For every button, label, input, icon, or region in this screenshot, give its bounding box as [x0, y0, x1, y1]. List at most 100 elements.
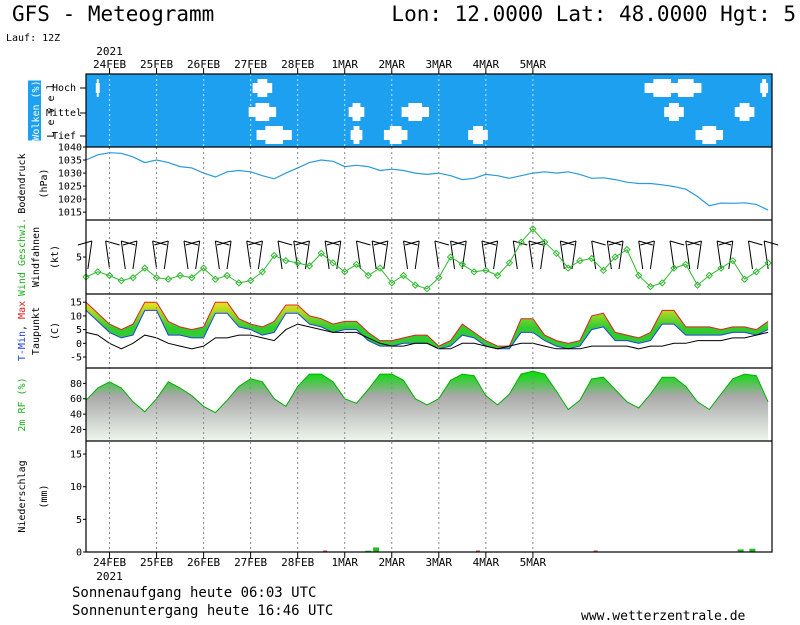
wind-barb-staff	[450, 240, 456, 270]
pressure-axis-label: Bodendruck	[17, 153, 28, 213]
sunrise-text: Sonnenaufgang heute 06:03 UTC	[72, 585, 317, 601]
wind-speed-point	[599, 266, 608, 275]
day-label-top: 1MAR	[331, 58, 358, 71]
day-label-top: 3MAR	[426, 58, 453, 71]
wind-barb-feather	[216, 240, 232, 246]
cloud-level-axis-label: L e v e l	[46, 83, 57, 137]
wind-speed-point	[482, 266, 490, 275]
wind-speed-point	[646, 282, 655, 291]
wind-speed-point	[211, 275, 220, 283]
wind-speed-point	[399, 271, 408, 280]
wind-speed-point	[235, 279, 243, 287]
precip-bar	[749, 548, 756, 552]
wind-barb-axis-label: Windfahnen	[31, 227, 42, 287]
wind-speed-point	[635, 271, 643, 280]
precip-trace-mark	[323, 550, 328, 552]
wind-speed-point	[623, 245, 631, 254]
day-label-top: 26FEB	[187, 58, 220, 71]
wind-barb-staff	[559, 240, 565, 270]
wind-barb-staff	[747, 240, 753, 270]
temperature-range-band	[86, 302, 769, 349]
wind-speed-point	[258, 268, 267, 276]
wind-barb-feather	[77, 240, 93, 246]
temperature-tick-label: 10	[70, 311, 82, 322]
wind-speed-point	[423, 285, 431, 293]
wind-speed-axis-label: Wind Geschwi.	[17, 218, 28, 296]
humidity-line	[85, 370, 769, 414]
wind-barb-staff	[591, 240, 597, 270]
day-label-top: 4MAR	[473, 58, 500, 71]
precip-tick-label: 5	[76, 515, 82, 526]
wind-speed-point	[764, 259, 772, 267]
day-label-top: 27FEB	[234, 58, 267, 71]
wind-barb-feather	[483, 240, 498, 246]
wind-speed-point	[293, 259, 302, 267]
wind-speed-point	[94, 268, 102, 276]
wind-speed-point	[411, 281, 419, 289]
temperature-tick-label: 0	[76, 339, 82, 350]
day-label-bottom: 26FEB	[187, 556, 220, 569]
sunset-text: Sonnenuntergang heute 16:46 UTC	[72, 603, 334, 619]
wind-barb-feather	[640, 240, 655, 246]
wind-barb-staff	[304, 240, 310, 270]
wind-speed-point	[540, 238, 549, 246]
model-run-label: Lauf: 12Z	[6, 33, 61, 44]
wind-barb-staff	[183, 240, 189, 270]
wind-speed-point	[705, 271, 713, 280]
wind-barb-staff	[716, 240, 722, 270]
cloud-gap-hoch	[677, 79, 694, 97]
humidity-tick-label: 80	[70, 379, 82, 390]
temperature-axis-label-part: ,	[17, 319, 28, 331]
wind-speed-point	[564, 264, 572, 272]
humidity-tick-label: 60	[70, 394, 82, 405]
wind-speed-point	[376, 264, 384, 272]
wind-barb-staff	[618, 240, 624, 270]
temperature-axis-label-part: Max	[17, 301, 28, 319]
humidity-area	[86, 371, 769, 441]
wind-speed-point	[458, 260, 467, 269]
wind-barb-feather	[669, 240, 685, 246]
wind-speed-point	[329, 259, 337, 267]
wind-speed-point	[587, 254, 596, 263]
day-label-top: 5MAR	[520, 58, 547, 71]
cloud-gap-tief	[389, 126, 402, 144]
wind-barb-staff	[649, 240, 655, 270]
wind-barb-feather	[591, 240, 606, 246]
wind-barb-staff	[606, 240, 612, 270]
wind-speed-point	[717, 264, 725, 272]
wind-barb-feather	[608, 240, 624, 246]
wind-speed-point	[658, 279, 666, 287]
wind-speed-point	[282, 256, 290, 265]
precip-bar	[737, 549, 744, 552]
wind-barb-staff	[696, 240, 702, 270]
wind-speed-point	[223, 271, 231, 280]
wind-barb-feather	[154, 240, 169, 246]
humidity-tick-label: 20	[70, 425, 82, 436]
wind-speed-point	[493, 271, 502, 280]
wind-barb-feather	[718, 240, 733, 246]
wind-barb-feather	[248, 240, 263, 246]
wind-barb-feather	[748, 240, 763, 246]
chart-title: GFS - Meteogramm	[12, 2, 215, 26]
wind-speed-point	[435, 274, 443, 282]
wind-speed-point	[270, 251, 278, 260]
wind-speed-point	[176, 271, 184, 280]
wind-barb-staff	[195, 240, 201, 270]
pressure-tick-label: 1025	[58, 182, 82, 193]
wind-barb-feather	[122, 240, 138, 246]
wind-barb-staff	[293, 240, 299, 270]
wind-barb-staff	[414, 240, 420, 270]
wind-barb-staff	[152, 240, 158, 270]
plot-frame	[85, 73, 773, 553]
temperature-tick-label: 5	[76, 325, 82, 336]
temperature-unit-label: (C)	[50, 322, 61, 340]
temperature-axis-label: T-Min, Max	[17, 301, 28, 361]
wind-speed-line	[85, 228, 769, 290]
wind-barb-staff	[132, 240, 138, 270]
pressure-line	[85, 152, 769, 211]
wind-barb-staff	[336, 240, 342, 270]
wind-barb-staff	[763, 240, 769, 270]
precip-unit-label: (mm)	[39, 484, 50, 508]
wind-speed-point	[517, 238, 525, 246]
